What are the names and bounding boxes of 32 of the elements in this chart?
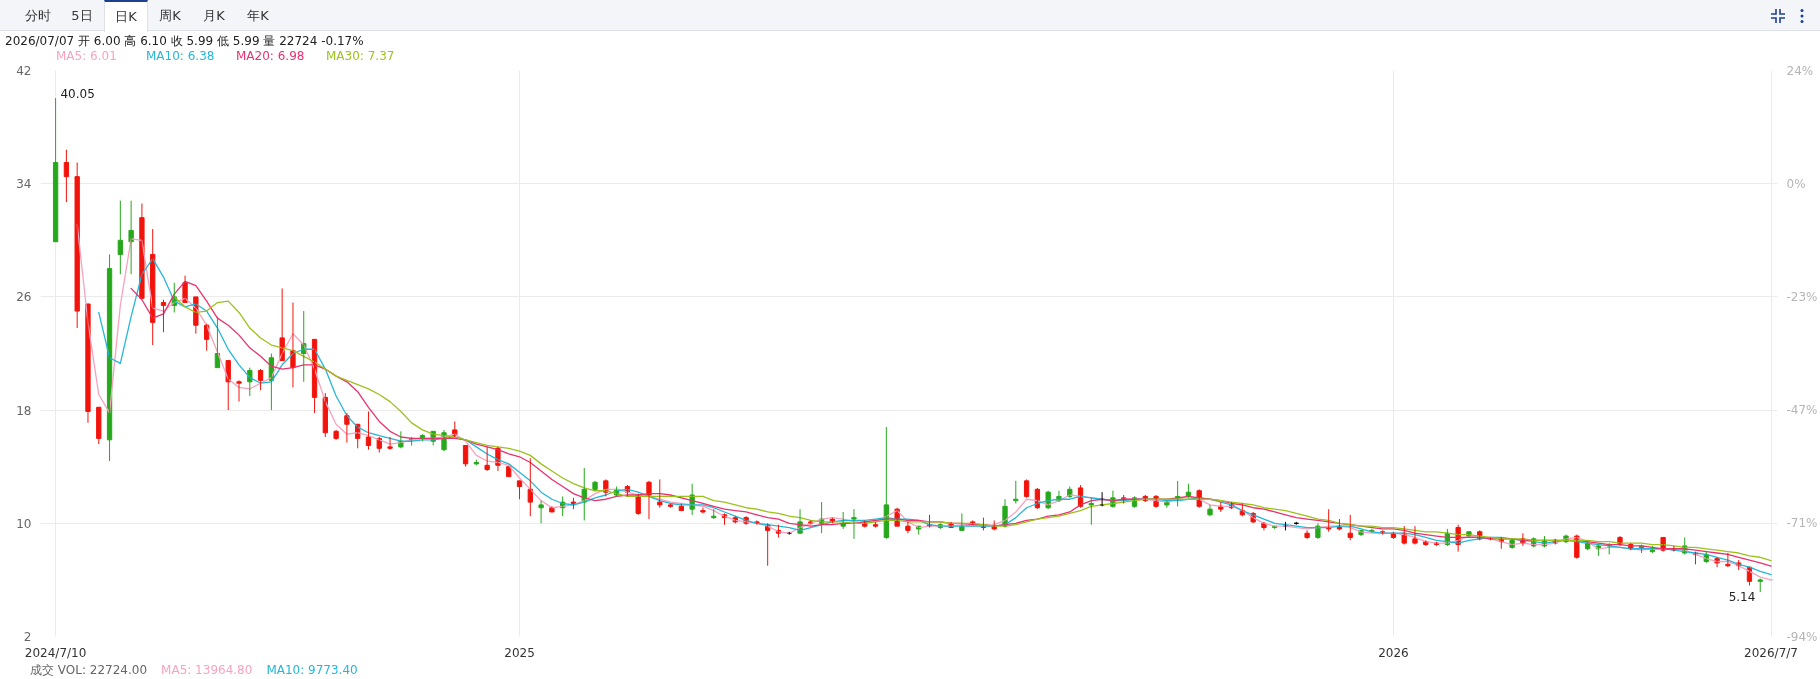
annotation: 40.05 xyxy=(60,87,95,102)
text: 月K xyxy=(203,8,225,23)
text: MA5: 13964.80 xyxy=(161,663,253,677)
x-tick-label: 2026 xyxy=(1378,645,1409,660)
text: MA20: 6.98 xyxy=(236,49,305,63)
y-tick-label: 18 xyxy=(16,403,32,418)
y2-tick-label: 0% xyxy=(1786,176,1806,191)
text: MA10: 6.38 xyxy=(146,49,215,63)
y2-tick-label: 24% xyxy=(1786,63,1814,78)
y-tick-label: 2 xyxy=(23,630,32,644)
text: MA5: 6.01 xyxy=(56,49,117,63)
text: 分时 xyxy=(25,8,51,23)
y2-tick-label: -47% xyxy=(1786,403,1818,418)
text: MA30: 7.37 xyxy=(326,49,395,63)
text: 年K xyxy=(247,8,269,23)
text: 成交 VOL: 22724.00 xyxy=(30,663,148,677)
x-tick-label: 2024/7/10 xyxy=(24,645,87,660)
y2-tick-label: -71% xyxy=(1786,516,1818,531)
x-tick-label: 2026/7/7 xyxy=(1744,645,1798,660)
annotation: 5.14 xyxy=(1728,590,1756,605)
text: 5日 xyxy=(71,8,93,23)
y-tick-label: 34 xyxy=(16,177,32,192)
x-tick-label: 2025 xyxy=(504,645,535,660)
text: 2026/07/07 开 6.00 高 6.10 收 5.99 低 5.99 量 22724 -0.17% xyxy=(5,34,364,48)
y-tick-label: 26 xyxy=(16,290,32,305)
y-tick-label: 42 xyxy=(16,64,32,78)
text: MA10: 9773.40 xyxy=(266,663,358,677)
text: 日K xyxy=(115,9,137,24)
y2-tick-label: -23% xyxy=(1786,289,1818,304)
y-tick-label: 10 xyxy=(16,516,32,531)
text: 周K xyxy=(159,8,181,23)
y2-tick-label: -94% xyxy=(1786,629,1818,644)
